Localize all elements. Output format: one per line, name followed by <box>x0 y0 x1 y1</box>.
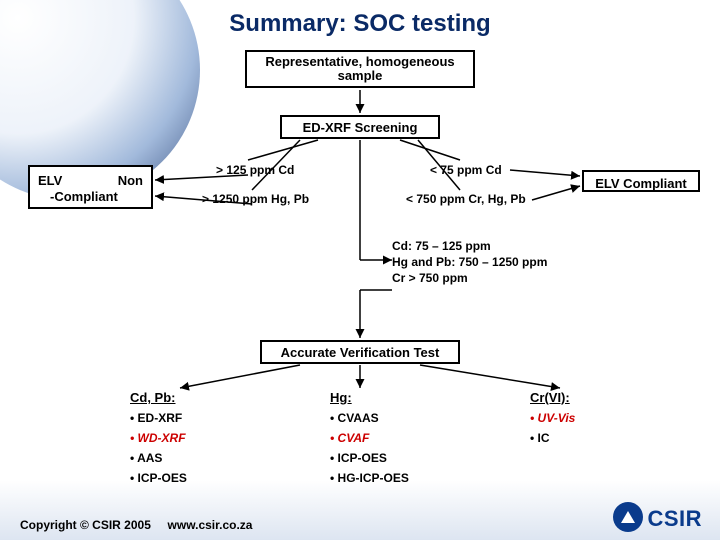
connector-screening-compliant-via-right1 <box>510 170 580 176</box>
nc-l2r: Non <box>118 173 143 189</box>
screening-box-label: ED-XRF Screening <box>303 120 418 135</box>
methods-col-2-list: CVAAS CVAF ICP-OES HG-ICP-OES <box>330 411 500 485</box>
methods-col-3: Cr(VI): UV-Vis IC <box>530 390 700 451</box>
csir-logo-text: CSIR <box>647 506 702 532</box>
verification-box-label: Accurate Verification Test <box>281 345 440 360</box>
criteria-l3: Cr > 750 ppm <box>392 270 547 286</box>
connector-screening-compliant-via-right2 <box>532 186 580 200</box>
connector-verif-m1 <box>180 365 300 388</box>
threshold-left-2: > 1250 ppm Hg, Pb <box>202 192 309 206</box>
method-item: AAS <box>130 451 300 465</box>
methods-col-1-list: ED-XRF WD-XRF AAS ICP-OES <box>130 411 300 485</box>
verification-box: Accurate Verification Test <box>260 340 460 364</box>
method-item: UV-Vis <box>530 411 700 425</box>
method-item: ICP-OES <box>130 471 300 485</box>
method-item: IC <box>530 431 700 445</box>
methods-col-2-hdr: Hg: <box>330 390 500 405</box>
method-item: CVAAS <box>330 411 500 425</box>
method-item: CVAF <box>330 431 500 445</box>
slide-title: Summary: SOC testing <box>0 10 720 38</box>
methods-col-3-hdr: Cr(VI): <box>530 390 700 405</box>
threshold-left-1: > 125 ppm Cd <box>216 163 294 177</box>
methods-col-3-list: UV-Vis IC <box>530 411 700 445</box>
compliant-box: ELV Compliant <box>582 170 700 192</box>
nc-l1: ELV <box>38 173 62 189</box>
method-item: WD-XRF <box>130 431 300 445</box>
sample-box: Representative, homogeneous sample <box>245 50 475 88</box>
method-item: ED-XRF <box>130 411 300 425</box>
criteria-l2: Hg and Pb: 750 – 1250 ppm <box>392 254 547 270</box>
sample-box-label: Representative, homogeneous sample <box>253 55 467 84</box>
footer: Copyright © CSIR 2005 www.csir.co.za <box>20 518 252 532</box>
connector-verif-m3 <box>420 365 560 388</box>
method-item: HG-ICP-OES <box>330 471 500 485</box>
threshold-right-1: < 75 ppm Cd <box>430 163 502 177</box>
criteria-block: Cd: 75 – 125 ppm Hg and Pb: 750 – 1250 p… <box>392 238 547 287</box>
connector-screening-compliant-via-right1 <box>400 140 460 160</box>
csir-logo-triangle-icon <box>621 511 635 523</box>
compliant-label: ELV Compliant <box>595 176 686 191</box>
methods-col-1-hdr: Cd, Pb: <box>130 390 300 405</box>
non-compliant-box: ELV Non -Compliant <box>28 165 153 209</box>
copyright-text: Copyright © CSIR 2005 <box>20 518 151 532</box>
method-item: ICP-OES <box>330 451 500 465</box>
footer-url: www.csir.co.za <box>168 518 253 532</box>
methods-col-1: Cd, Pb: ED-XRF WD-XRF AAS ICP-OES <box>130 390 300 491</box>
csir-logo-badge <box>613 502 643 532</box>
csir-logo: CSIR <box>613 502 702 532</box>
nc-l3: -Compliant <box>38 189 143 205</box>
screening-box: ED-XRF Screening <box>280 115 440 139</box>
criteria-l1: Cd: 75 – 125 ppm <box>392 238 547 254</box>
threshold-right-2: < 750 ppm Cr, Hg, Pb <box>406 192 526 206</box>
methods-col-2: Hg: CVAAS CVAF ICP-OES HG-ICP-OES <box>330 390 500 491</box>
